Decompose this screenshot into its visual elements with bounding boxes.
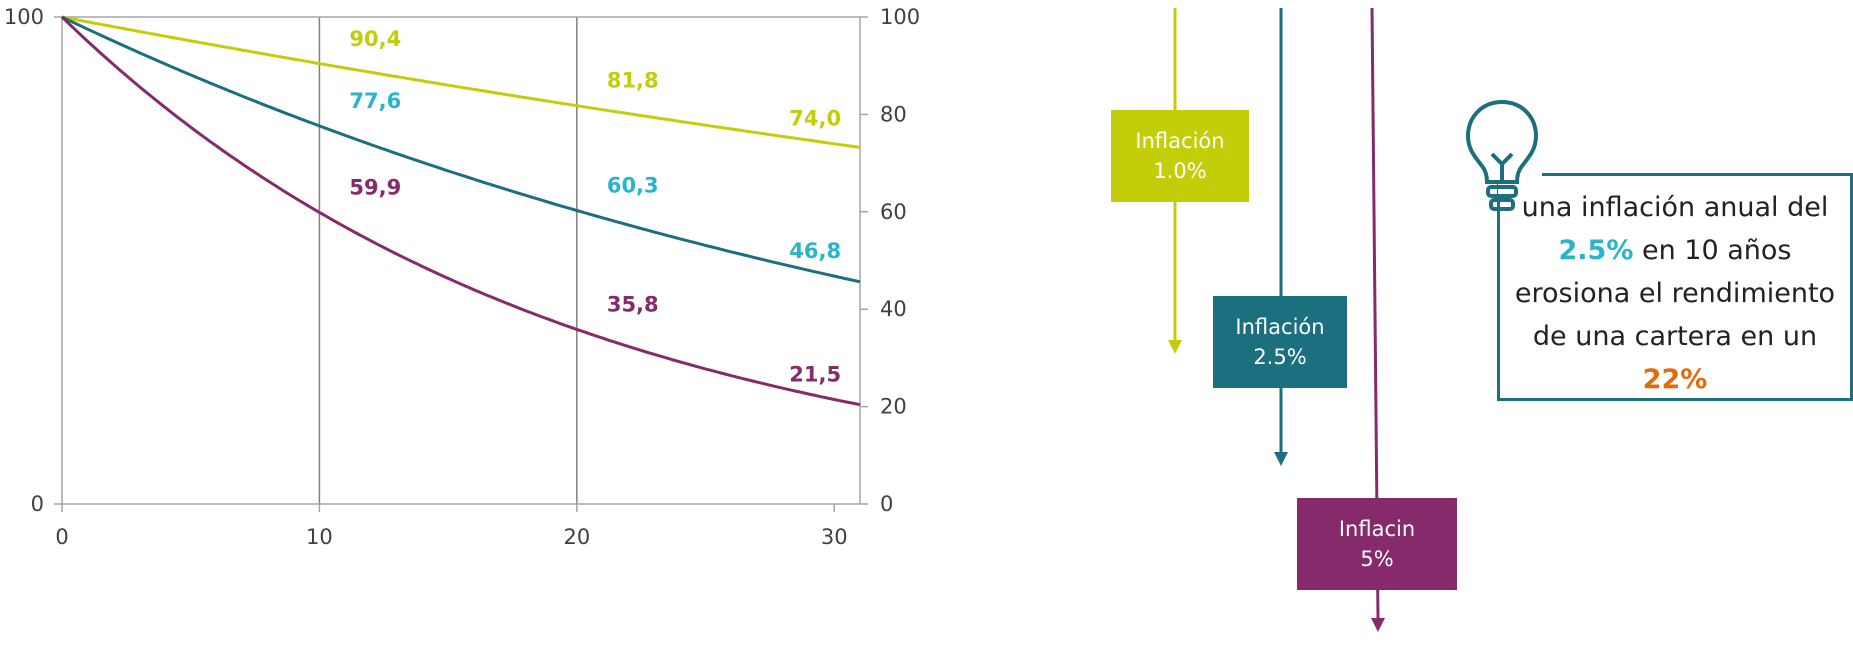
inflacion-2-5-box: Inflación 2.5% xyxy=(1213,296,1347,388)
x-tick-label-30: 30 xyxy=(821,525,848,549)
y-tick-label-left-0: 0 xyxy=(31,492,44,516)
data-label-s1-10: 90,4 xyxy=(349,27,401,51)
data-label-s1-20: 81,8 xyxy=(607,69,659,93)
y-tick-label-right-40: 40 xyxy=(880,297,907,321)
data-label-s5-30: 21,5 xyxy=(789,362,841,386)
inflacion-1-box: Inflación 1.0% xyxy=(1111,110,1249,202)
y-tick-label-right-100: 100 xyxy=(880,5,920,29)
data-label-s5-10: 59,9 xyxy=(349,175,401,199)
note-text-2: en 10 años erosiona el rendimiento de un… xyxy=(1514,235,1836,352)
inflacion-5-box-title: Inflacin xyxy=(1338,517,1416,541)
tick-label-layer: 0 100 0 20 40 60 80 100 0 10 20 30 xyxy=(4,5,920,549)
axis-layer xyxy=(54,16,868,512)
data-label-s25-30: 46,8 xyxy=(789,239,841,263)
inflation-chart: 90,4 81,8 74,0 77,6 60,3 46,8 59,9 35,8 21,5 0 10… xyxy=(4,5,920,549)
note-highlight-loss: 22% xyxy=(1642,364,1708,395)
y-tick-label-right-80: 80 xyxy=(880,102,907,126)
data-label-s1-30: 74,0 xyxy=(789,107,841,131)
y-tick-label-right-0: 0 xyxy=(880,492,893,516)
data-label-layer: 90,4 81,8 74,0 77,6 60,3 46,8 59,9 35,8 21,5 xyxy=(349,27,841,387)
y-tick-label-left-100: 100 xyxy=(4,5,44,29)
x-tick-label-20: 20 xyxy=(563,525,590,549)
data-label-s5-20: 35,8 xyxy=(607,293,659,317)
inflacion-2-5-box-value: 2.5% xyxy=(1253,345,1307,369)
inflacion-5-box-value: 5% xyxy=(1360,547,1394,571)
data-label-s25-20: 60,3 xyxy=(607,173,659,197)
y-tick-label-right-60: 60 xyxy=(880,200,907,224)
inflacion-1-box-value: 1.0% xyxy=(1153,159,1207,183)
y-tick-label-right-20: 20 xyxy=(880,395,907,419)
inflacion-1-box-title: Inflación xyxy=(1135,129,1225,153)
note-text-1: una inflación anual del xyxy=(1521,192,1829,223)
lightbulb-icon xyxy=(1465,99,1542,211)
data-label-s25-10: 77,6 xyxy=(349,89,401,113)
inflacion-5-box: Inflacin 5% xyxy=(1297,498,1457,590)
inflation-note: una inflación anual del 2.5% en 10 años … xyxy=(1497,173,1853,401)
note-highlight-rate: 2.5% xyxy=(1558,235,1634,266)
grid-layer xyxy=(318,17,578,504)
inflacion-2-5-box-title: Inflación xyxy=(1235,315,1325,339)
arrow-inflacion-2-5 xyxy=(1274,8,1288,466)
series-line-s1 xyxy=(61,15,861,149)
series-layer xyxy=(60,15,861,407)
series-line-s25 xyxy=(61,15,861,284)
series-line-s5 xyxy=(60,15,861,407)
x-tick-label-0: 0 xyxy=(55,525,68,549)
x-tick-label-10: 10 xyxy=(306,525,333,549)
